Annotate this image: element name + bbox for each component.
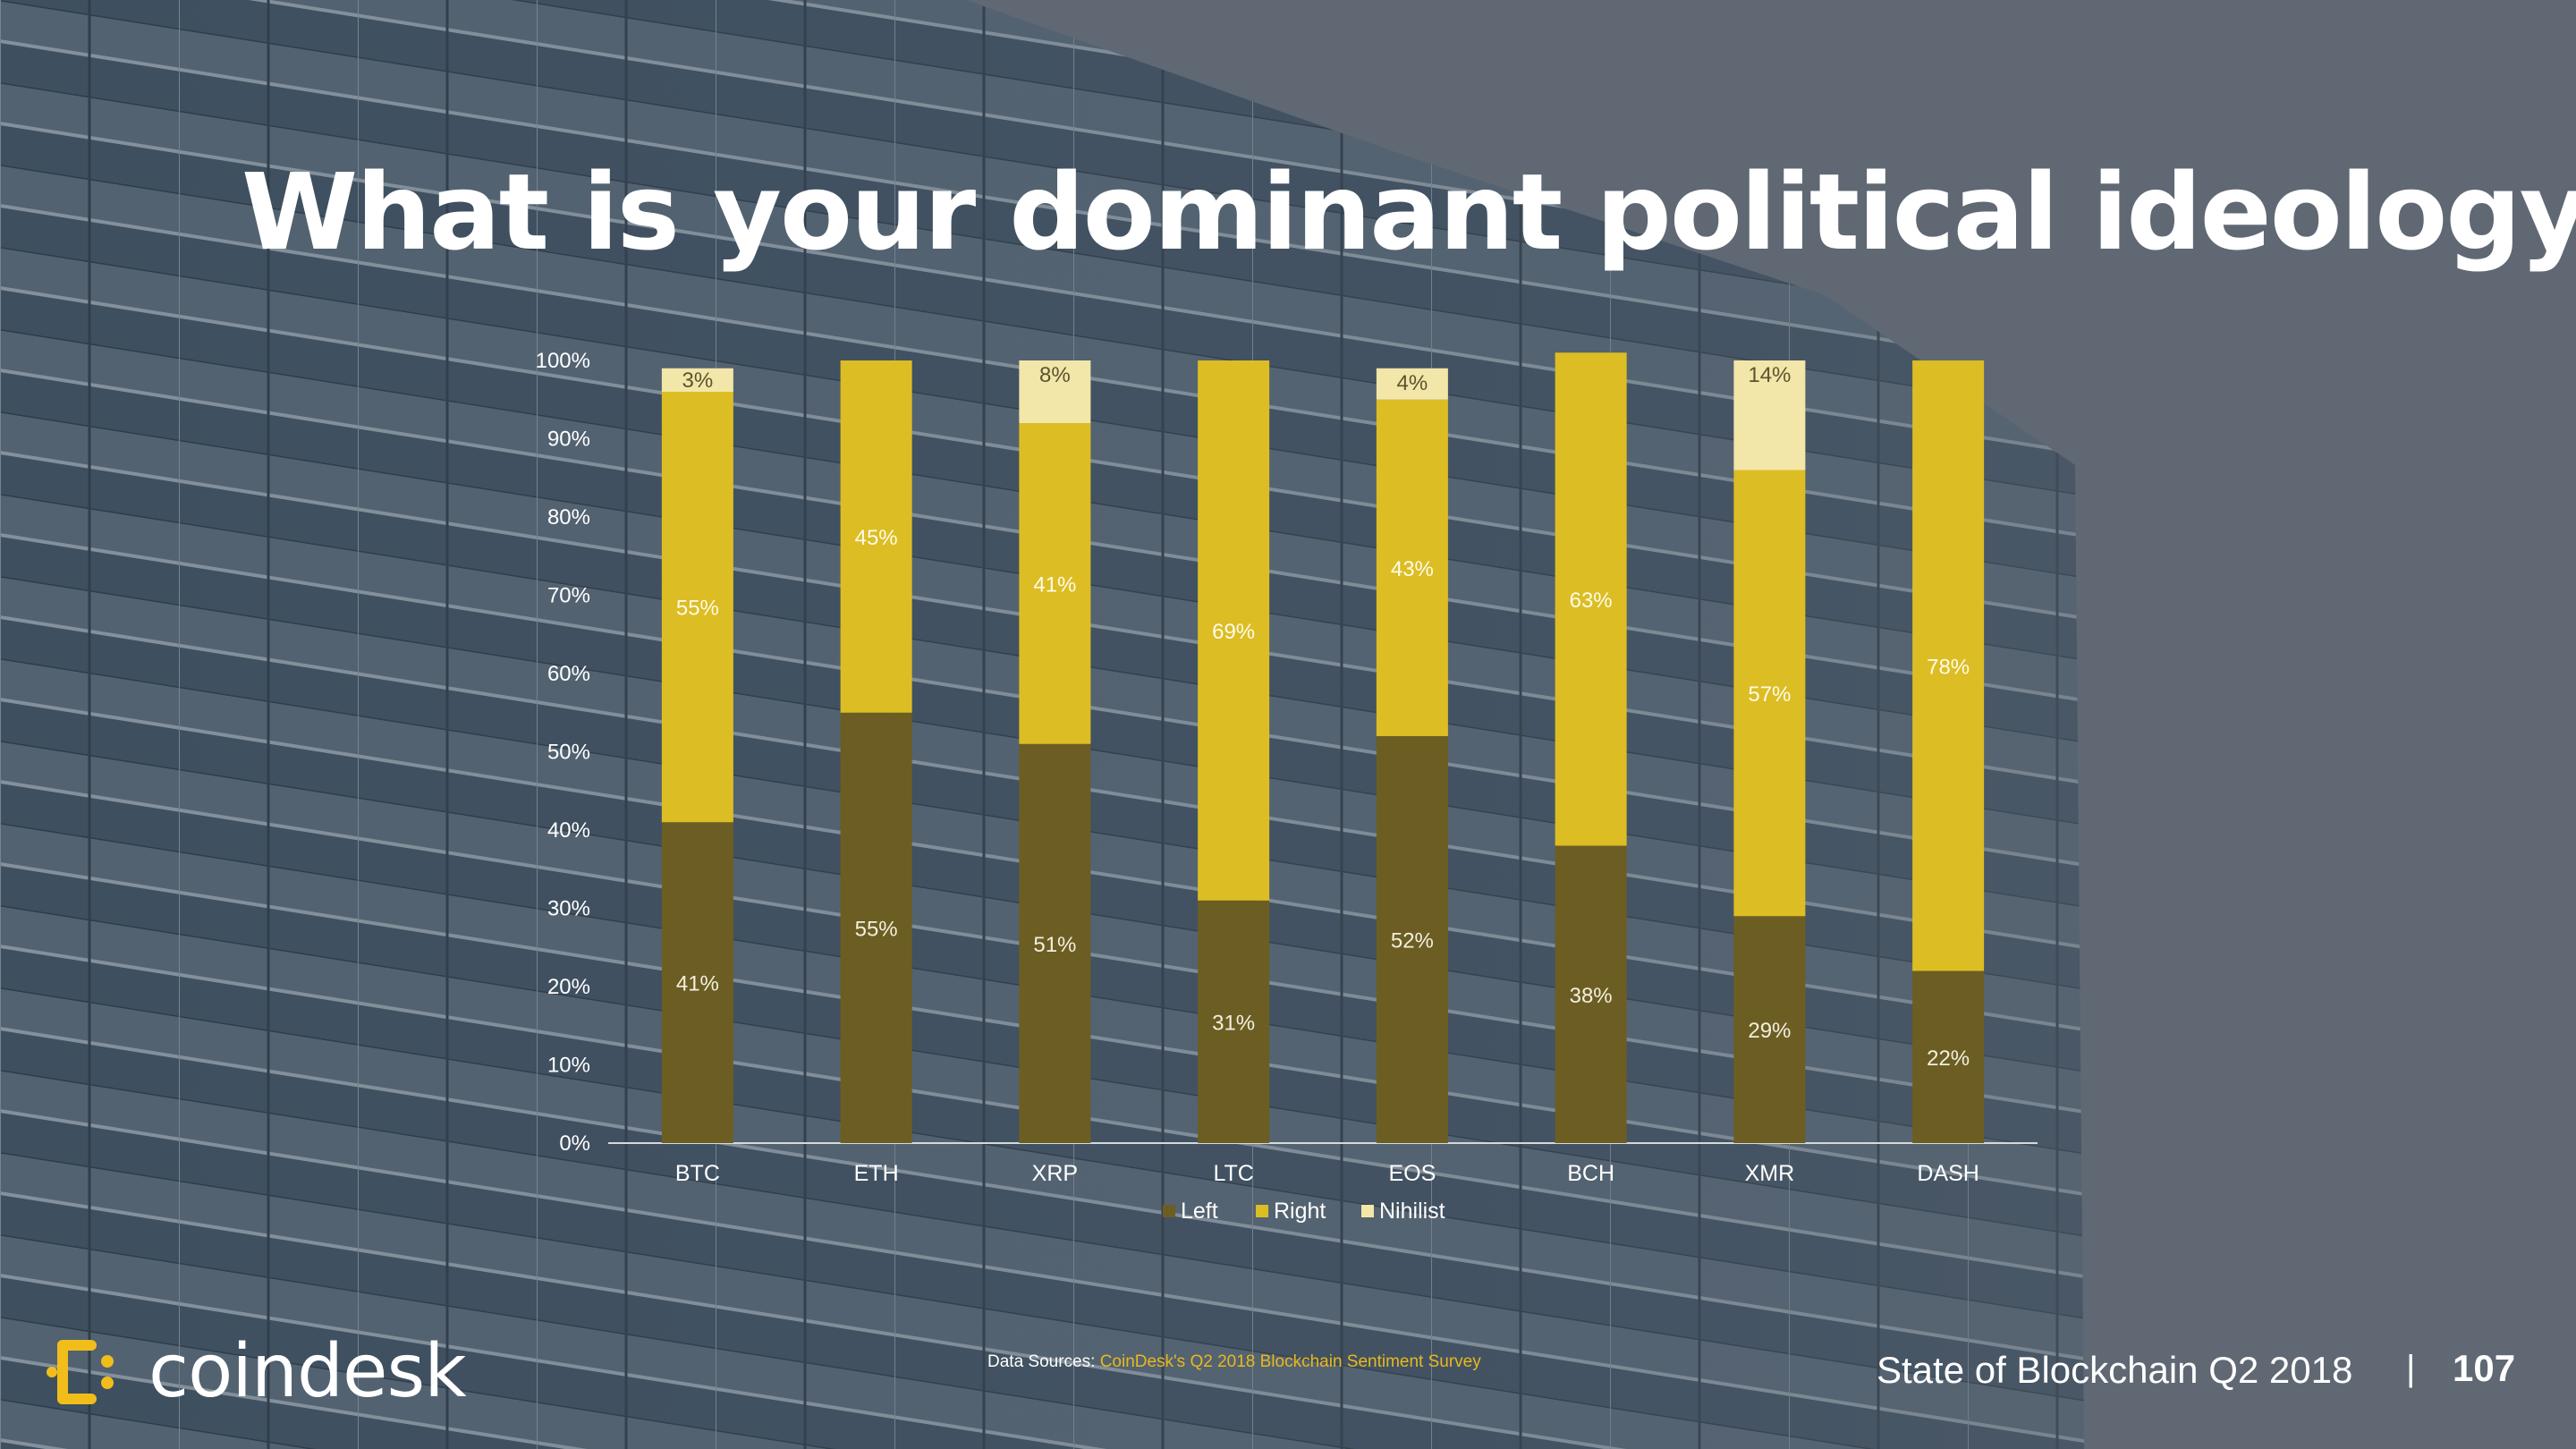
bar-nihilist [661,368,733,392]
bar-left [1555,845,1627,1143]
x-tick-label: LTC [1213,1161,1253,1186]
x-tick-label: XRP [1032,1161,1078,1186]
page-number: 107 [2453,1347,2516,1389]
data-label: 63% [1570,589,1613,613]
y-tick-label: 20% [547,975,590,999]
y-tick-label: 50% [547,741,590,765]
data-label: 29% [1748,1019,1791,1043]
y-tick-label: 90% [547,428,590,452]
bar-left [1019,743,1091,1143]
y-tick-label: 30% [547,897,590,921]
y-tick-label: 70% [547,584,590,608]
bar-right [1376,399,1448,736]
bar-right [1912,360,1985,971]
data-label: 55% [676,597,719,621]
data-label: 55% [855,917,898,941]
data-label: 31% [1212,1011,1255,1035]
legend-swatch-left [1163,1205,1175,1217]
x-tick-label: DASH [1917,1161,1979,1186]
data-label: 57% [1748,682,1791,707]
logo-text: coindesk [148,1329,467,1414]
data-label: 22% [1927,1046,1970,1071]
bar-right [661,392,733,823]
source-link[interactable]: CoinDesk's Q2 2018 Blockchain Sentiment … [1099,1352,1481,1371]
data-label: 51% [1033,933,1076,957]
bar-left [1733,916,1806,1143]
data-label: 14% [1748,363,1791,387]
bar-right [1019,423,1091,744]
data-label: 45% [855,526,898,550]
x-tick-label: BCH [1567,1161,1614,1186]
data-label: 43% [1391,557,1434,581]
title-text: What is your dominant political ideology [242,150,2576,274]
data-label: 78% [1927,655,1970,679]
bar-right [1733,470,1806,917]
legend-label-right: Right [1274,1199,1326,1224]
x-tick-label: EOS [1388,1161,1436,1186]
y-tick-label: 0% [559,1131,590,1156]
bar-left [1912,970,1985,1143]
data-label: 8% [1039,363,1071,387]
data-label: 41% [676,972,719,996]
bar-left [661,822,733,1143]
bar-nihilist [1376,368,1448,400]
y-tick-label: 80% [547,505,590,530]
bar-left [840,712,912,1143]
x-tick-label: BTC [675,1161,720,1186]
data-label: 52% [1391,929,1434,953]
bar-nihilist [1019,360,1091,423]
bar-left [1198,900,1270,1143]
x-tick-label: ETH [854,1161,899,1186]
source-label: Data Sources: [987,1352,1096,1371]
y-tick-label: 40% [547,818,590,843]
data-label: 4% [1397,371,1428,395]
data-label: 69% [1212,620,1255,644]
y-tick-label: 10% [547,1054,590,1078]
legend-swatch-right [1256,1205,1268,1217]
legend-label-nihilist: Nihilist [1379,1199,1445,1224]
bar-nihilist [1733,360,1806,470]
legend-label-left: Left [1181,1199,1218,1224]
bar-right [840,360,912,713]
bar-right [1198,360,1270,901]
y-tick-label: 60% [547,662,590,686]
page-title: What is your dominant political ideology… [242,150,2576,274]
data-source: Data Sources: CoinDesk's Q2 2018 Blockch… [987,1352,1481,1372]
data-label: 41% [1033,572,1076,597]
footer-separator: | [2406,1349,2416,1388]
report-title: State of Blockchain Q2 2018 [1877,1349,2353,1391]
bar-right [1555,352,1627,846]
data-label: 3% [682,369,714,393]
x-tick-label: XMR [1745,1161,1795,1186]
bar-left [1376,736,1448,1143]
coindesk-logo-icon [47,1340,114,1404]
legend-swatch-nihilist [1361,1205,1374,1217]
coindesk-logo: coindesk [45,1329,467,1414]
data-label: 38% [1570,984,1613,1008]
y-tick-label: 100% [536,349,590,373]
